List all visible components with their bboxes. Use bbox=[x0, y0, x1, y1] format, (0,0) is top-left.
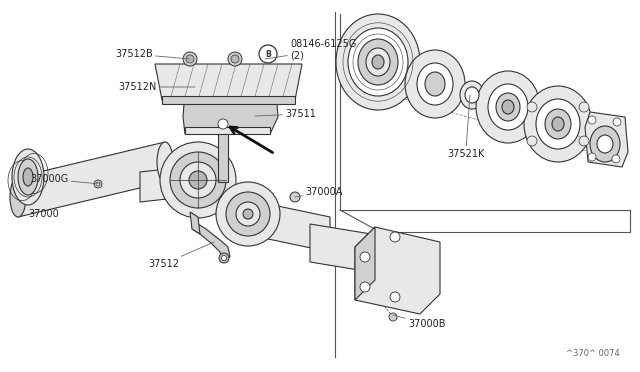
Ellipse shape bbox=[425, 72, 445, 96]
Polygon shape bbox=[162, 96, 295, 104]
Ellipse shape bbox=[597, 135, 613, 153]
Circle shape bbox=[360, 252, 370, 262]
Ellipse shape bbox=[18, 159, 38, 195]
Text: 37000B: 37000B bbox=[393, 315, 445, 329]
Polygon shape bbox=[18, 142, 165, 217]
Text: ^370^ 0074: ^370^ 0074 bbox=[566, 350, 620, 359]
Ellipse shape bbox=[160, 142, 236, 218]
Circle shape bbox=[588, 116, 596, 124]
Text: 37511: 37511 bbox=[255, 109, 316, 119]
Ellipse shape bbox=[527, 136, 537, 146]
Ellipse shape bbox=[372, 55, 384, 69]
Text: 37512B: 37512B bbox=[115, 49, 190, 59]
Circle shape bbox=[588, 153, 596, 161]
Text: B: B bbox=[265, 49, 271, 58]
Polygon shape bbox=[355, 227, 375, 300]
Circle shape bbox=[219, 253, 229, 263]
Ellipse shape bbox=[180, 162, 216, 198]
Circle shape bbox=[183, 52, 197, 66]
Circle shape bbox=[96, 182, 100, 186]
Text: 37000: 37000 bbox=[28, 209, 59, 219]
Circle shape bbox=[94, 180, 102, 188]
Text: 37521K: 37521K bbox=[447, 95, 484, 159]
Text: 08146-6125G
(2): 08146-6125G (2) bbox=[265, 39, 356, 61]
Ellipse shape bbox=[496, 93, 520, 121]
Ellipse shape bbox=[10, 177, 26, 217]
Ellipse shape bbox=[460, 81, 484, 109]
Circle shape bbox=[360, 282, 370, 292]
Text: 37000A: 37000A bbox=[295, 187, 342, 197]
Ellipse shape bbox=[189, 171, 207, 189]
Circle shape bbox=[259, 45, 277, 63]
Ellipse shape bbox=[545, 109, 571, 139]
Ellipse shape bbox=[170, 152, 226, 208]
Polygon shape bbox=[183, 104, 278, 134]
Ellipse shape bbox=[405, 50, 465, 118]
Polygon shape bbox=[355, 227, 440, 314]
Ellipse shape bbox=[502, 100, 514, 114]
Circle shape bbox=[231, 55, 239, 63]
Text: 37000G: 37000G bbox=[30, 174, 100, 184]
Ellipse shape bbox=[366, 48, 390, 76]
Polygon shape bbox=[235, 197, 330, 252]
Ellipse shape bbox=[579, 102, 589, 112]
Ellipse shape bbox=[536, 99, 580, 149]
Ellipse shape bbox=[358, 39, 398, 85]
Text: 37512N: 37512N bbox=[118, 82, 195, 92]
Circle shape bbox=[221, 256, 227, 260]
Polygon shape bbox=[185, 127, 270, 134]
Polygon shape bbox=[310, 224, 420, 280]
Ellipse shape bbox=[226, 192, 270, 236]
Ellipse shape bbox=[488, 84, 528, 130]
Polygon shape bbox=[192, 224, 230, 260]
Ellipse shape bbox=[216, 182, 280, 246]
Circle shape bbox=[613, 118, 621, 126]
Circle shape bbox=[228, 52, 242, 66]
Polygon shape bbox=[190, 212, 200, 234]
Ellipse shape bbox=[12, 149, 44, 205]
Polygon shape bbox=[155, 64, 302, 100]
Ellipse shape bbox=[157, 142, 173, 182]
Ellipse shape bbox=[243, 209, 253, 219]
Ellipse shape bbox=[552, 117, 564, 131]
Ellipse shape bbox=[417, 63, 453, 105]
Circle shape bbox=[612, 155, 620, 163]
Polygon shape bbox=[218, 132, 228, 182]
Polygon shape bbox=[140, 162, 230, 202]
Circle shape bbox=[290, 192, 300, 202]
Circle shape bbox=[389, 313, 397, 321]
Ellipse shape bbox=[590, 126, 620, 162]
Polygon shape bbox=[585, 112, 628, 167]
Ellipse shape bbox=[476, 71, 540, 143]
Circle shape bbox=[390, 292, 400, 302]
Ellipse shape bbox=[348, 28, 408, 96]
Circle shape bbox=[186, 55, 194, 63]
Circle shape bbox=[390, 232, 400, 242]
Ellipse shape bbox=[465, 87, 479, 103]
Ellipse shape bbox=[236, 202, 260, 226]
Ellipse shape bbox=[336, 14, 420, 110]
Ellipse shape bbox=[527, 102, 537, 112]
Ellipse shape bbox=[579, 136, 589, 146]
Text: 37512: 37512 bbox=[148, 242, 214, 269]
Ellipse shape bbox=[23, 168, 33, 186]
Ellipse shape bbox=[524, 86, 592, 162]
Circle shape bbox=[218, 119, 228, 129]
